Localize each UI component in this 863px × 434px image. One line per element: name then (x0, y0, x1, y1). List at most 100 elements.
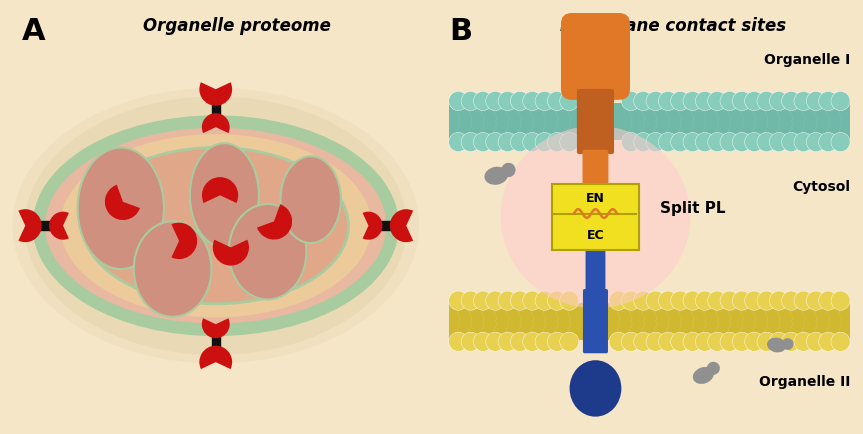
Circle shape (757, 132, 776, 151)
Circle shape (819, 92, 838, 111)
Circle shape (560, 92, 579, 111)
Circle shape (745, 291, 764, 310)
Circle shape (671, 92, 690, 111)
Circle shape (720, 291, 739, 310)
Circle shape (498, 332, 517, 351)
Circle shape (449, 132, 468, 151)
Circle shape (831, 291, 850, 310)
Circle shape (609, 332, 628, 351)
Circle shape (646, 92, 665, 111)
Circle shape (474, 132, 493, 151)
Circle shape (474, 92, 493, 111)
Circle shape (633, 332, 652, 351)
Circle shape (782, 338, 794, 350)
Circle shape (708, 92, 727, 111)
Ellipse shape (25, 96, 406, 355)
Wedge shape (390, 209, 413, 242)
Circle shape (671, 332, 690, 351)
Circle shape (733, 132, 752, 151)
Text: A: A (22, 17, 45, 46)
Wedge shape (18, 209, 41, 242)
Circle shape (510, 132, 530, 151)
Ellipse shape (693, 367, 714, 384)
Circle shape (658, 332, 677, 351)
Circle shape (535, 92, 554, 111)
Circle shape (794, 332, 813, 351)
Wedge shape (199, 345, 232, 369)
Circle shape (621, 92, 640, 111)
Circle shape (708, 132, 727, 151)
Circle shape (486, 332, 505, 351)
Circle shape (547, 332, 566, 351)
Circle shape (609, 291, 628, 310)
Circle shape (658, 291, 677, 310)
Wedge shape (257, 204, 292, 240)
Wedge shape (202, 318, 230, 338)
Circle shape (671, 291, 690, 310)
Circle shape (794, 291, 813, 310)
Circle shape (535, 332, 554, 351)
Bar (211, 332, 220, 349)
Circle shape (819, 291, 838, 310)
Circle shape (819, 132, 838, 151)
Circle shape (782, 132, 801, 151)
Circle shape (498, 92, 517, 111)
Circle shape (449, 291, 468, 310)
Circle shape (757, 291, 776, 310)
Circle shape (745, 332, 764, 351)
Circle shape (757, 92, 776, 111)
Bar (38, 221, 55, 230)
Circle shape (696, 92, 715, 111)
Text: EN: EN (586, 192, 605, 205)
Circle shape (560, 291, 579, 310)
Circle shape (683, 291, 702, 310)
Wedge shape (202, 177, 238, 203)
Circle shape (806, 132, 825, 151)
Circle shape (486, 132, 505, 151)
Wedge shape (105, 185, 140, 220)
Circle shape (782, 92, 801, 111)
Bar (211, 102, 220, 119)
Ellipse shape (229, 204, 306, 299)
Circle shape (501, 163, 515, 177)
Circle shape (696, 291, 715, 310)
Text: Membrane contact sites: Membrane contact sites (560, 17, 786, 35)
Circle shape (831, 332, 850, 351)
Circle shape (633, 92, 652, 111)
Circle shape (708, 332, 727, 351)
Circle shape (523, 291, 542, 310)
Circle shape (683, 332, 702, 351)
Circle shape (806, 92, 825, 111)
Ellipse shape (190, 143, 259, 247)
Circle shape (831, 92, 850, 111)
Circle shape (658, 132, 677, 151)
Circle shape (547, 92, 566, 111)
Circle shape (510, 332, 530, 351)
Ellipse shape (78, 148, 164, 269)
Ellipse shape (484, 167, 508, 185)
Circle shape (683, 92, 702, 111)
Text: Organelle II: Organelle II (759, 375, 850, 389)
Circle shape (769, 132, 789, 151)
Circle shape (560, 132, 579, 151)
Ellipse shape (12, 88, 419, 363)
Circle shape (782, 332, 801, 351)
Circle shape (733, 92, 752, 111)
FancyBboxPatch shape (585, 247, 606, 293)
Circle shape (794, 132, 813, 151)
Circle shape (769, 92, 789, 111)
Circle shape (806, 332, 825, 351)
Circle shape (535, 291, 554, 310)
Circle shape (535, 132, 554, 151)
FancyBboxPatch shape (552, 184, 639, 250)
Text: Organelle proteome: Organelle proteome (143, 17, 331, 35)
Text: Cytosol: Cytosol (792, 180, 850, 194)
Circle shape (621, 291, 640, 310)
Circle shape (510, 291, 530, 310)
Text: Organelle I: Organelle I (764, 53, 850, 67)
Ellipse shape (280, 156, 341, 243)
Circle shape (474, 291, 493, 310)
Circle shape (769, 332, 789, 351)
Circle shape (646, 332, 665, 351)
Ellipse shape (767, 338, 786, 352)
